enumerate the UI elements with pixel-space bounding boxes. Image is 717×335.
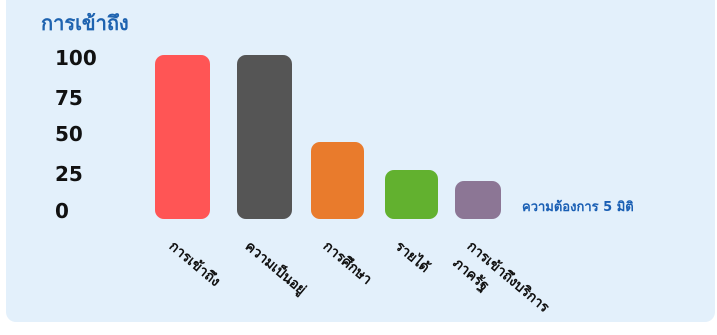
y-tick-75: 75 — [55, 86, 83, 110]
bar-4 — [385, 169, 438, 219]
bar-1 — [155, 55, 210, 219]
bar-3 — [311, 141, 364, 219]
y-tick-0: 0 — [55, 199, 69, 223]
bar-2 — [237, 55, 292, 219]
y-tick-100: 100 — [55, 46, 97, 70]
y-tick-25: 25 — [55, 162, 83, 186]
chart-title: การเข้าถึง — [41, 11, 129, 35]
bar-5 — [455, 181, 501, 219]
series-annotation: ความต้องการ 5 มิติ — [522, 200, 634, 215]
y-tick-50: 50 — [55, 122, 83, 146]
